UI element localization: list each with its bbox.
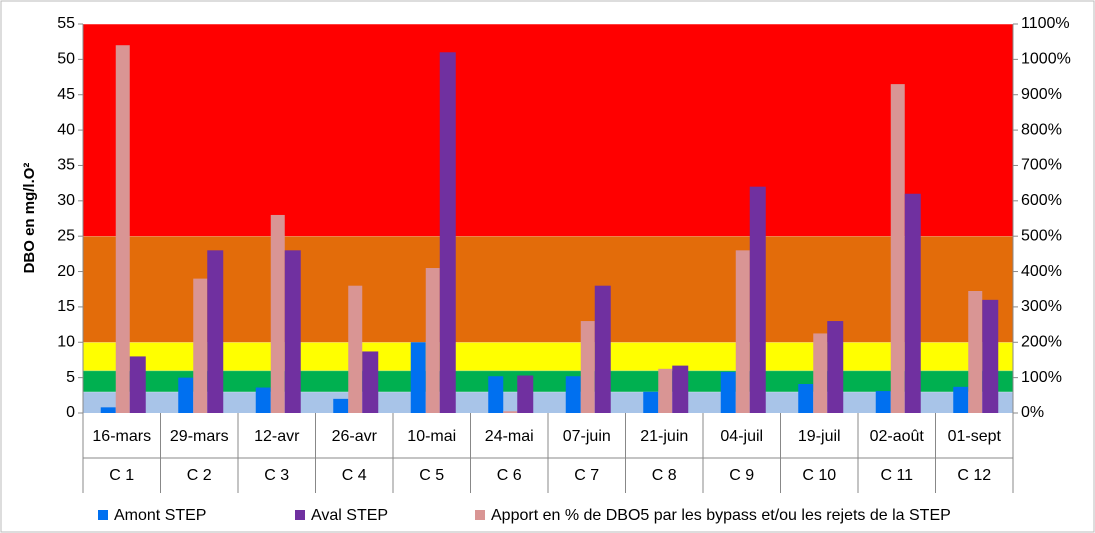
x-subcategory-label: C 10 — [802, 467, 836, 484]
bar — [813, 333, 828, 413]
x-subcategory-label: C 5 — [419, 467, 444, 484]
bar — [827, 321, 844, 413]
x-subcategory-label: C 6 — [497, 467, 522, 484]
bar — [270, 214, 285, 413]
bar — [875, 391, 891, 413]
y-tick-label: 5 — [66, 369, 75, 386]
x-subcategory-label: C 12 — [957, 467, 991, 484]
bar — [890, 84, 905, 414]
y2-tick-label: 900% — [1021, 86, 1062, 103]
bar — [517, 375, 534, 413]
bar — [565, 376, 581, 413]
legend-swatch — [98, 510, 108, 520]
bar — [488, 376, 504, 413]
bar — [798, 384, 814, 413]
x-subcategory-label: C 3 — [264, 467, 289, 484]
legend-label: Aval STEP — [311, 507, 388, 524]
threshold-band — [83, 391, 1013, 413]
y2-tick-label: 0% — [1021, 404, 1044, 421]
bar — [100, 407, 116, 413]
bar — [439, 52, 456, 414]
x-tick-label: 26-avr — [332, 428, 378, 445]
bar — [410, 342, 426, 413]
x-subcategory-label: C 11 — [880, 467, 913, 484]
x-tick-label: 07-juin — [563, 428, 611, 445]
y-tick-label: 50 — [57, 51, 75, 68]
y-tick-label: 45 — [57, 86, 75, 103]
x-tick-label: 24-mai — [485, 428, 534, 445]
y-tick-label: 0 — [66, 404, 75, 421]
x-tick-label: 02-août — [870, 428, 925, 445]
bar — [968, 290, 983, 413]
x-tick-label: 10-mai — [407, 428, 456, 445]
y2-tick-label: 1000% — [1021, 51, 1071, 68]
x-subcategory-label: C 9 — [729, 467, 754, 484]
y2-tick-label: 300% — [1021, 298, 1062, 315]
bar — [362, 351, 379, 413]
bar — [720, 371, 736, 413]
bar — [193, 278, 208, 413]
y-tick-label: 40 — [57, 121, 75, 138]
bar — [580, 321, 595, 413]
y-tick-label: 15 — [57, 298, 75, 315]
bar — [255, 387, 271, 413]
threshold-band — [83, 24, 1013, 237]
threshold-band — [83, 342, 1013, 371]
threshold-band — [83, 236, 1013, 343]
x-subcategory-label: C 4 — [342, 467, 367, 484]
x-subcategory-label: C 8 — [652, 467, 677, 484]
bar — [904, 193, 921, 413]
bar — [503, 411, 518, 413]
legend-swatch — [295, 510, 305, 520]
x-subcategory-label: C 1 — [109, 467, 134, 484]
x-tick-label: 21-juin — [640, 428, 688, 445]
bar — [953, 386, 969, 413]
bar — [178, 377, 194, 413]
bar — [284, 250, 301, 413]
y2-tick-label: 200% — [1021, 333, 1062, 350]
x-tick-label: 04-juil — [720, 428, 763, 445]
threshold-band — [83, 370, 1013, 392]
y2-tick-label: 700% — [1021, 157, 1062, 174]
y2-tick-label: 400% — [1021, 263, 1062, 280]
y2-tick-label: 500% — [1021, 227, 1062, 244]
x-subcategory-label: C 7 — [574, 467, 599, 484]
y-tick-label: 55 — [57, 15, 75, 32]
legend-label: Apport en % de DBO5 par les bypass et/ou… — [491, 507, 951, 524]
bar — [115, 45, 130, 414]
bar — [749, 186, 766, 413]
y2-tick-label: 600% — [1021, 192, 1062, 209]
bar — [207, 250, 224, 413]
bar — [643, 391, 659, 413]
legend-swatch — [475, 510, 485, 520]
y2-tick-label: 100% — [1021, 369, 1062, 386]
bar — [348, 285, 363, 413]
x-tick-label: 16-mars — [92, 428, 151, 445]
x-tick-label: 01-sept — [948, 428, 1002, 445]
y2-tick-label: 800% — [1021, 121, 1062, 138]
y-tick-label: 30 — [57, 192, 75, 209]
y-tick-label: 35 — [57, 157, 75, 174]
bar — [982, 299, 999, 413]
y-tick-label: 10 — [57, 333, 75, 350]
x-tick-label: 12-avr — [254, 428, 300, 445]
y-axis-title: DBO en mg/l.O² — [21, 163, 38, 274]
bar — [425, 268, 440, 413]
bar — [658, 368, 673, 413]
y-tick-label: 25 — [57, 227, 75, 244]
y2-tick-label: 1100% — [1021, 15, 1070, 32]
x-subcategory-label: C 2 — [187, 467, 212, 484]
bar — [594, 285, 611, 413]
y-tick-label: 20 — [57, 263, 75, 280]
bar — [333, 398, 349, 413]
bar — [735, 250, 750, 413]
x-tick-label: 19-juil — [798, 428, 841, 445]
x-tick-label: 29-mars — [170, 428, 229, 445]
bar — [672, 365, 689, 413]
bar — [129, 356, 146, 413]
legend-label: Amont STEP — [114, 507, 206, 524]
